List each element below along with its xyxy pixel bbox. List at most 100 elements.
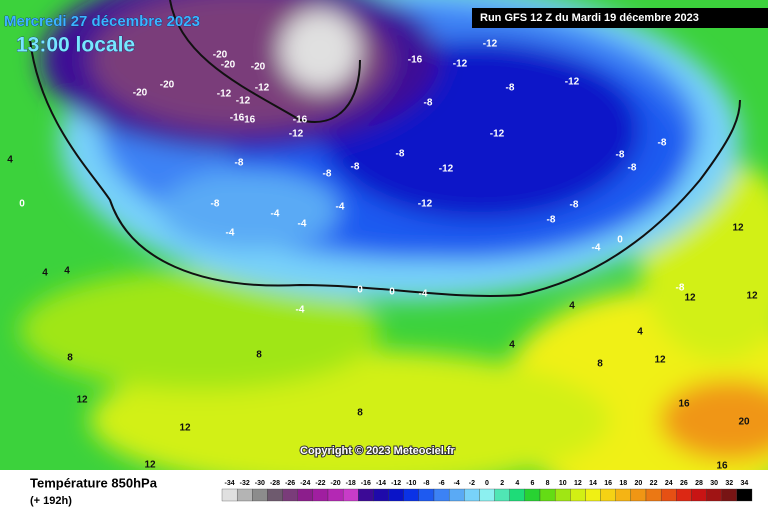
contour-label: 20: [738, 417, 750, 428]
contour-label: -8: [323, 169, 332, 180]
contour-label: -4: [271, 209, 280, 220]
contour-label: -20: [213, 50, 228, 61]
contour-label: -8: [351, 162, 360, 173]
scale-label: 2: [500, 480, 504, 487]
scale-swatch: [418, 488, 435, 502]
scale-label: 14: [589, 480, 597, 487]
scale-swatch: [403, 488, 420, 502]
scale-label: -4: [454, 480, 460, 487]
scale-swatch: [585, 488, 601, 502]
contour-label: -12: [483, 39, 498, 50]
scale-swatch: [236, 488, 253, 502]
copyright: Copyright © 2023 Meteociel.fr: [300, 445, 456, 457]
contour-label: -4: [296, 305, 305, 316]
scale-label: -34: [225, 480, 235, 487]
scale-swatch: [282, 488, 298, 502]
contour-label: -16: [241, 115, 256, 126]
scale-label: -32: [240, 480, 250, 487]
scale-swatch: [297, 488, 314, 502]
scale-label: 0: [485, 480, 489, 487]
scale-swatch: [630, 488, 647, 502]
contour-label: 4: [42, 268, 48, 279]
scale-swatch: [645, 488, 662, 502]
scale-label: 4: [515, 480, 519, 487]
contour-label: 12: [144, 460, 156, 471]
contour-label: -8: [211, 199, 220, 210]
contour-label: 4: [637, 327, 643, 338]
scale-swatch: [615, 488, 632, 502]
contour-label: -8: [676, 283, 685, 294]
scale-label: 30: [710, 480, 718, 487]
contour-label: 12: [654, 355, 666, 366]
scale-swatch: [676, 488, 692, 502]
contour-label: 16: [678, 399, 690, 410]
contour-label: 12: [746, 291, 758, 302]
scale-swatch: [252, 488, 268, 502]
contour-label: -12: [217, 89, 232, 100]
scale-swatch: [524, 488, 541, 502]
scale-label: -18: [346, 480, 356, 487]
contour-label: 4: [7, 155, 13, 166]
scale-label: 32: [725, 480, 733, 487]
scale-label: -26: [285, 480, 295, 487]
scale-swatch: [721, 488, 738, 502]
contour-label: 0: [389, 287, 395, 298]
scale-label: -20: [331, 480, 341, 487]
scale-swatch: [327, 488, 344, 502]
scale-label: 6: [530, 480, 534, 487]
scale-label: 24: [665, 480, 673, 487]
contour-label: 4: [64, 266, 70, 277]
scale-label: -10: [406, 480, 416, 487]
contour-label: -12: [418, 199, 433, 210]
scale-label: -28: [270, 480, 280, 487]
scale-swatch: [706, 488, 722, 502]
contour-label: 0: [19, 199, 25, 210]
scale-swatch: [691, 488, 707, 502]
run-info: Run GFS 12 Z du Mardi 19 décembre 2023: [480, 12, 699, 24]
contour-label: -12: [255, 83, 270, 94]
contour-label: 4: [569, 301, 575, 312]
contour-label: 12: [732, 223, 744, 234]
contour-label: -16: [293, 115, 308, 126]
contour-label: -12: [453, 59, 468, 70]
scale-label: -16: [361, 480, 371, 487]
scale-swatch: [570, 488, 586, 502]
contour-label: -4: [419, 289, 428, 300]
run-box: [472, 8, 768, 28]
contour-label: 0: [617, 235, 623, 246]
contour-label: 0: [357, 285, 363, 296]
scale-label: 26: [680, 480, 688, 487]
contour-label: 8: [256, 350, 262, 361]
scale-label: 10: [559, 480, 567, 487]
contour-label: 8: [597, 359, 603, 370]
scale-swatch: [358, 488, 374, 502]
contour-label: -16: [230, 113, 245, 124]
contour-label: -8: [424, 98, 433, 109]
contour-label: -8: [658, 138, 667, 149]
map-date: Mercredi 27 décembre 2023: [4, 13, 200, 30]
scale-swatch: [554, 488, 571, 502]
scale-swatch: [464, 488, 480, 502]
contour-label: -4: [298, 219, 307, 230]
scale-swatch: [448, 488, 465, 502]
scale-label: -8: [423, 480, 429, 487]
contour-label: -8: [628, 163, 637, 174]
legend-title: Température 850hPa: [30, 475, 158, 490]
scale-label: -12: [391, 480, 401, 487]
scale-swatch: [494, 488, 510, 502]
contour-label: -16: [408, 55, 423, 66]
scale-label: 18: [619, 480, 627, 487]
contour-label: 12: [684, 293, 696, 304]
scale-label: -2: [469, 480, 475, 487]
contour-label: -8: [506, 83, 515, 94]
scale-label: -22: [315, 480, 325, 487]
contour-label: -12: [490, 129, 505, 140]
scale-label: 34: [741, 480, 749, 487]
contour-label: -4: [592, 243, 601, 254]
scale-swatch: [221, 488, 238, 502]
scale-swatch: [373, 488, 389, 502]
scale-swatch: [342, 488, 359, 502]
contour-label: -8: [547, 215, 556, 226]
contour-label: -12: [236, 96, 251, 107]
